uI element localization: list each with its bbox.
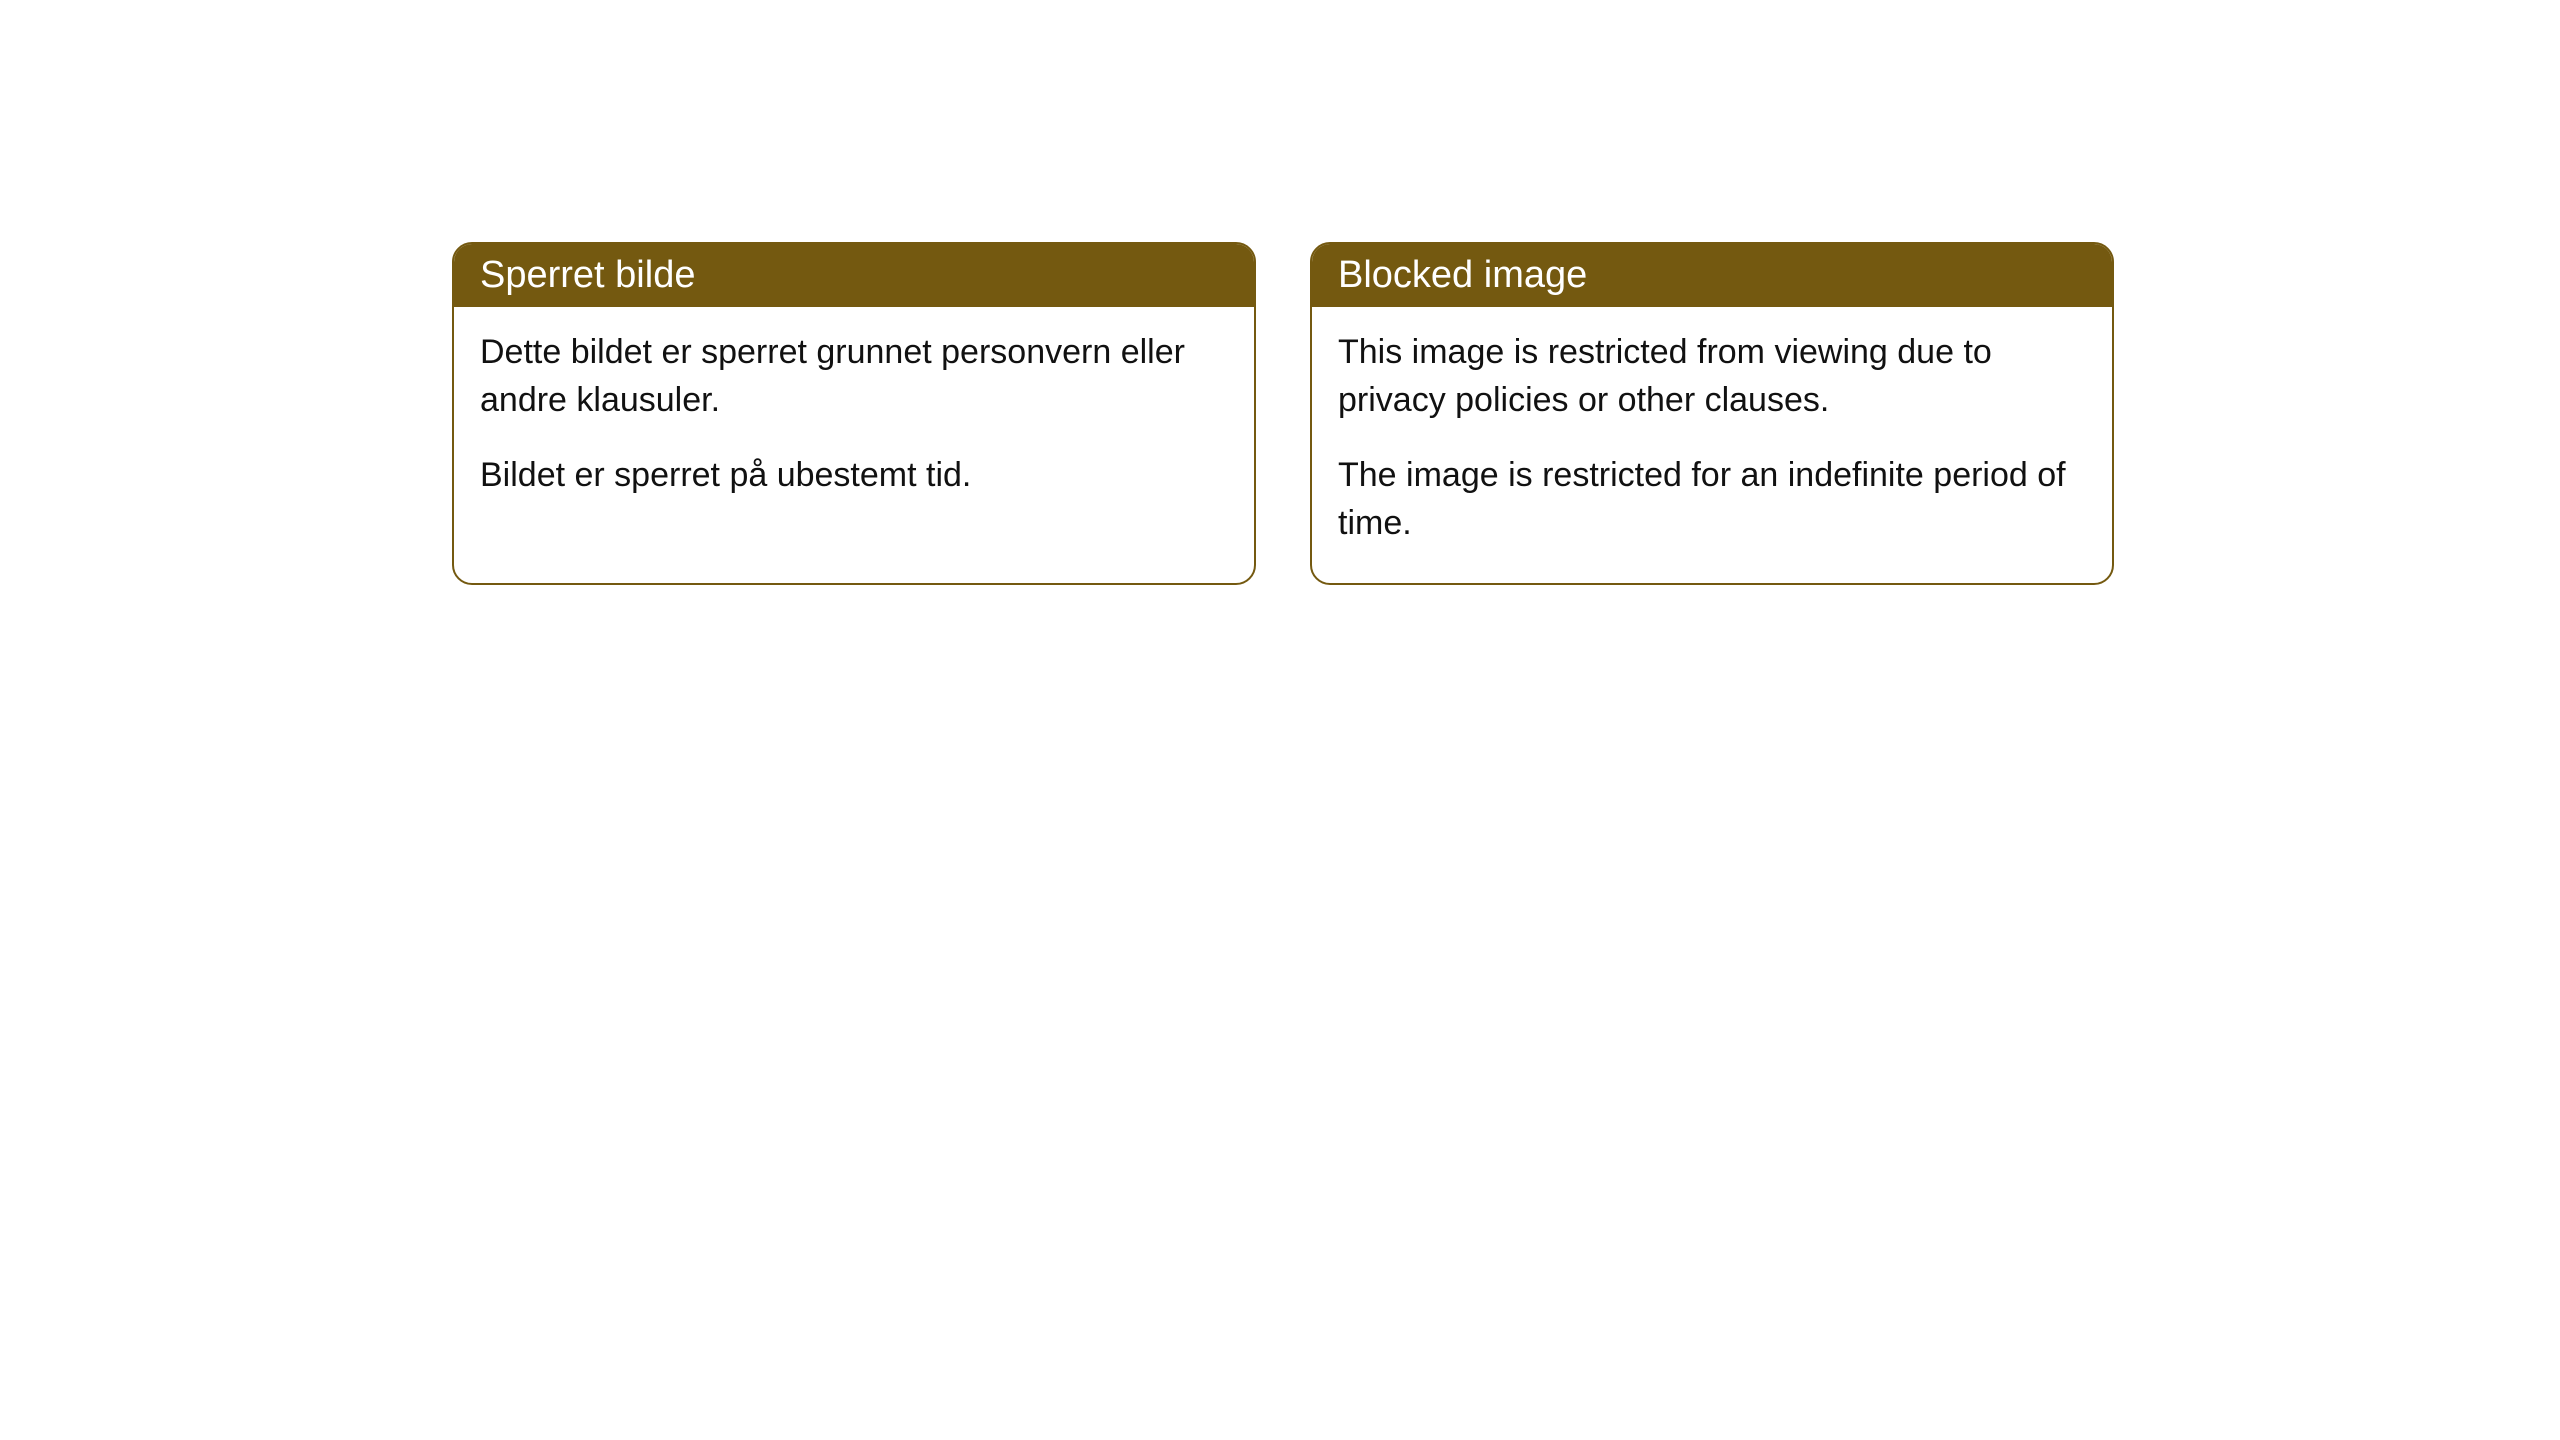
notice-text-1: This image is restricted from viewing du… [1338,329,2086,424]
notice-container: Sperret bilde Dette bildet er sperret gr… [452,242,2114,585]
card-header-english: Blocked image [1312,244,2112,307]
card-header-norwegian: Sperret bilde [454,244,1254,307]
notice-text-2: Bildet er sperret på ubestemt tid. [480,452,1228,500]
blocked-image-card-english: Blocked image This image is restricted f… [1310,242,2114,585]
notice-text-1: Dette bildet er sperret grunnet personve… [480,329,1228,424]
card-title: Sperret bilde [480,254,695,296]
card-body-english: This image is restricted from viewing du… [1312,307,2112,583]
card-body-norwegian: Dette bildet er sperret grunnet personve… [454,307,1254,536]
card-title: Blocked image [1338,254,1587,296]
blocked-image-card-norwegian: Sperret bilde Dette bildet er sperret gr… [452,242,1256,585]
notice-text-2: The image is restricted for an indefinit… [1338,452,2086,547]
